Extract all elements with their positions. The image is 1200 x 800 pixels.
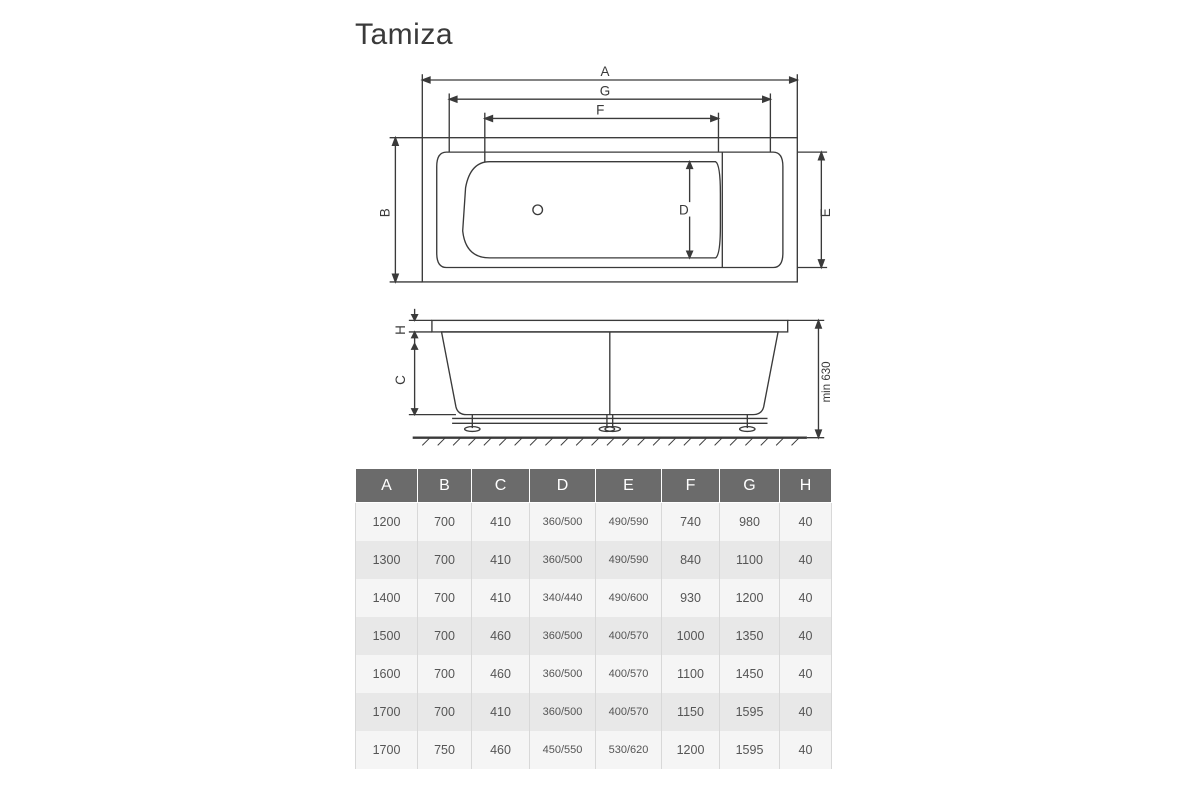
table-cell: 410 <box>472 693 530 731</box>
table-cell: 40 <box>780 693 832 731</box>
table-cell: 40 <box>780 655 832 693</box>
table-cell: 700 <box>418 693 472 731</box>
table-cell: 700 <box>418 617 472 655</box>
table-cell: 700 <box>418 655 472 693</box>
dim-d-label: D <box>679 203 689 218</box>
dim-e-label: E <box>818 208 833 217</box>
table-cell: 40 <box>780 617 832 655</box>
table-cell: 1200 <box>720 579 780 617</box>
dim-h-label: H <box>393 325 408 335</box>
top-outer-rect <box>422 138 797 282</box>
table-cell: 490/590 <box>596 503 662 541</box>
table-cell: 410 <box>472 503 530 541</box>
table-cell: 1450 <box>720 655 780 693</box>
table-cell: 340/440 <box>530 579 596 617</box>
table-cell: 1595 <box>720 693 780 731</box>
table-cell: 400/570 <box>596 655 662 693</box>
col-header-b: B <box>418 469 472 503</box>
table-cell: 700 <box>418 503 472 541</box>
col-header-d: D <box>530 469 596 503</box>
table-header-row: ABCDEFGH <box>356 469 832 503</box>
table-cell: 1400 <box>356 579 418 617</box>
table-cell: 1600 <box>356 655 418 693</box>
table-cell: 980 <box>720 503 780 541</box>
table-cell: 750 <box>418 731 472 769</box>
side-rim <box>432 320 788 332</box>
table-cell: 360/500 <box>530 541 596 579</box>
technical-drawing: D A G F B <box>355 55 855 455</box>
table-row: 1200700410360/500490/59074098040 <box>356 503 832 541</box>
table-row: 1500700460360/500400/5701000135040 <box>356 617 832 655</box>
dimensions-table: ABCDEFGH 1200700410360/500490/5907409804… <box>355 468 832 769</box>
col-header-c: C <box>472 469 530 503</box>
table-cell: 400/570 <box>596 693 662 731</box>
table-cell: 1300 <box>356 541 418 579</box>
table-cell: 360/500 <box>530 503 596 541</box>
table-cell: 40 <box>780 579 832 617</box>
legs <box>452 415 767 432</box>
table-cell: 1500 <box>356 617 418 655</box>
table-cell: 450/550 <box>530 731 596 769</box>
table-cell: 1595 <box>720 731 780 769</box>
dim-c-label: C <box>393 375 408 385</box>
table-cell: 410 <box>472 541 530 579</box>
table-cell: 360/500 <box>530 693 596 731</box>
table-row: 1700700410360/500400/5701150159540 <box>356 693 832 731</box>
product-title: Tamiza <box>355 18 453 52</box>
table-cell: 460 <box>472 617 530 655</box>
table-row: 1600700460360/500400/5701100145040 <box>356 655 832 693</box>
table-cell: 410 <box>472 579 530 617</box>
dim-min-label: min 630 <box>821 361 833 402</box>
table-cell: 1200 <box>662 731 720 769</box>
table-cell: 40 <box>780 541 832 579</box>
top-basin <box>437 152 783 267</box>
table-cell: 700 <box>418 579 472 617</box>
table-row: 1300700410360/500490/590840110040 <box>356 541 832 579</box>
table-cell: 460 <box>472 731 530 769</box>
table-cell: 360/500 <box>530 617 596 655</box>
table-row: 1400700410340/440490/600930120040 <box>356 579 832 617</box>
dim-b-label: B <box>378 208 393 217</box>
dim-f-label: F <box>596 103 604 118</box>
col-header-e: E <box>596 469 662 503</box>
table-cell: 40 <box>780 731 832 769</box>
table-row: 1700750460450/550530/6201200159540 <box>356 731 832 769</box>
table-cell: 840 <box>662 541 720 579</box>
table-cell: 1100 <box>662 655 720 693</box>
dim-a-label: A <box>601 64 610 79</box>
table-cell: 1350 <box>720 617 780 655</box>
table-cell: 400/570 <box>596 617 662 655</box>
col-header-a: A <box>356 469 418 503</box>
col-header-g: G <box>720 469 780 503</box>
table-cell: 930 <box>662 579 720 617</box>
table-cell: 740 <box>662 503 720 541</box>
table-cell: 490/600 <box>596 579 662 617</box>
col-header-f: F <box>662 469 720 503</box>
col-header-h: H <box>780 469 832 503</box>
table-cell: 530/620 <box>596 731 662 769</box>
table-cell: 1700 <box>356 693 418 731</box>
table-cell: 360/500 <box>530 655 596 693</box>
table-cell: 1700 <box>356 731 418 769</box>
table-cell: 40 <box>780 503 832 541</box>
table-cell: 1100 <box>720 541 780 579</box>
dim-g-label: G <box>600 83 610 98</box>
table-cell: 1150 <box>662 693 720 731</box>
table-cell: 700 <box>418 541 472 579</box>
table-cell: 1000 <box>662 617 720 655</box>
table-cell: 490/590 <box>596 541 662 579</box>
table-cell: 460 <box>472 655 530 693</box>
table-cell: 1200 <box>356 503 418 541</box>
drain-icon <box>533 205 543 215</box>
